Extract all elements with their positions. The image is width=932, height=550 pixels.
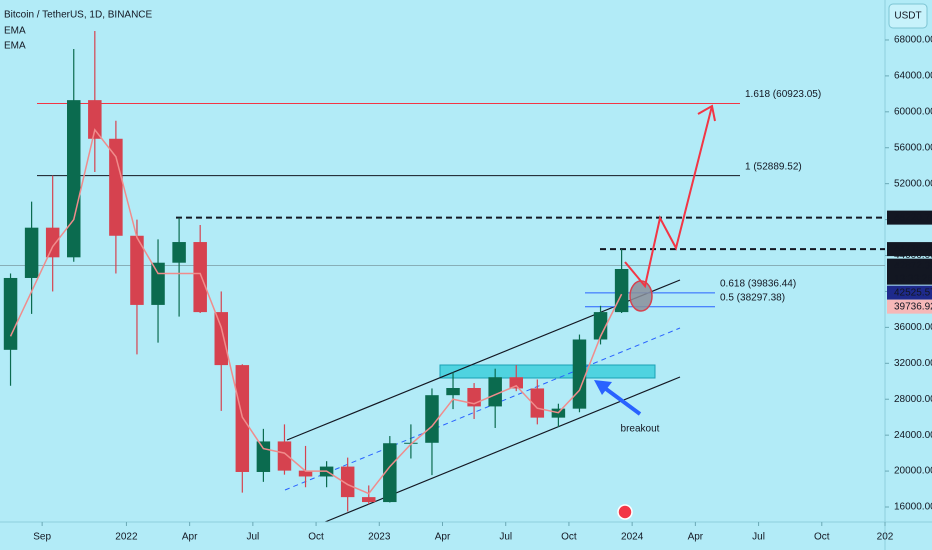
countdown: 13:33:25 — [894, 273, 932, 284]
candle-body — [3, 277, 18, 350]
currency-button-label[interactable]: USDT — [894, 11, 921, 22]
y-tick-label: 68000.00 — [894, 35, 932, 46]
indicator-label: EMA — [4, 26, 26, 37]
arrow-head — [697, 104, 716, 122]
fib-label: 0.5 (38297.38) — [720, 292, 785, 303]
candle-body — [109, 138, 123, 236]
candle-body — [277, 441, 292, 471]
axis-price-label: 42872.30 — [894, 260, 932, 271]
axis-price-label: 44715.24 — [894, 244, 932, 255]
x-tick-label: Oct — [308, 532, 324, 543]
candle-body — [530, 388, 545, 418]
candle-body — [235, 365, 250, 472]
breakout-arrow-head — [594, 380, 612, 395]
y-tick-label: 32000.00 — [894, 358, 932, 369]
candle-body — [488, 377, 502, 407]
y-tick-label: 60000.00 — [894, 106, 932, 117]
axis-price-box — [887, 285, 932, 300]
candle-body — [572, 339, 587, 409]
candle-body — [383, 443, 397, 503]
target-circle — [629, 280, 653, 312]
x-tick-label: Apr — [435, 532, 451, 543]
candle-body — [298, 470, 313, 477]
x-tick-label: 2024 — [621, 532, 644, 543]
candle-body — [67, 100, 81, 258]
ema-line — [9, 128, 623, 495]
candle-body — [24, 227, 39, 278]
y-tick-label: 20000.00 — [894, 466, 932, 477]
axis-price-box — [887, 210, 932, 225]
candle-body — [151, 262, 165, 305]
candle-body — [193, 242, 207, 313]
x-tick-label: Oct — [814, 532, 830, 543]
y-tick-label: 52000.00 — [894, 178, 932, 189]
x-tick-label: Sep — [33, 532, 51, 543]
candle-body — [130, 235, 144, 305]
axis-price-label: 48220.70 — [894, 212, 932, 223]
candle-body — [256, 441, 271, 472]
axis-price-box — [887, 299, 932, 314]
axis-price-box — [887, 258, 932, 285]
candle-body — [425, 395, 439, 443]
channel-mid — [284, 327, 681, 491]
candle-body — [593, 312, 608, 340]
chart-title: Bitcoin / TetherUS, 1D, BINANCE — [4, 10, 153, 21]
y-tick-label: 28000.00 — [894, 394, 932, 405]
y-tick-label: 24000.00 — [894, 430, 932, 441]
projection-arrow — [624, 105, 713, 289]
x-tick-label: Apr — [182, 532, 198, 543]
candle-body — [214, 312, 228, 366]
candle-body — [88, 100, 102, 139]
currency-button[interactable] — [888, 3, 928, 29]
candle-body — [509, 377, 523, 389]
x-tick-label: Jul — [499, 532, 512, 543]
y-tick-label: 56000.00 — [894, 142, 932, 153]
y-tick-label: 36000.00 — [894, 322, 932, 333]
candle-body — [362, 497, 376, 503]
x-tick-label: 2022 — [115, 532, 138, 543]
axis-price-label: 39736.92 — [894, 301, 932, 312]
event-icon — [617, 504, 633, 520]
y-tick-label: 16000.00 — [894, 502, 932, 513]
candle-body — [45, 227, 60, 258]
annotation: breakout — [621, 424, 660, 435]
indicator-label: EMA — [4, 41, 26, 52]
x-tick-label: Jul — [752, 532, 765, 543]
candle-body — [340, 466, 355, 498]
breakout-arrow — [600, 384, 642, 416]
x-tick-label: Apr — [688, 532, 704, 543]
fib-label: 1 (52889.52) — [745, 161, 802, 172]
x-tick-label: Oct — [561, 532, 577, 543]
candle-body — [172, 242, 186, 263]
candle-body — [614, 268, 629, 313]
y-tick-label: 64000.00 — [894, 71, 932, 82]
fib-label: 0.618 (39836.44) — [720, 279, 796, 290]
candle-body — [446, 387, 460, 396]
axis-price-label: 42525.57 — [894, 287, 932, 298]
axis-price-box — [887, 242, 932, 257]
x-tick-label: Jul — [246, 532, 259, 543]
support-zone — [439, 364, 656, 379]
x-tick-label: 2023 — [368, 532, 391, 543]
x-tick-label: 202 — [877, 532, 894, 543]
fib-label: 1.618 (60923.05) — [745, 89, 821, 100]
